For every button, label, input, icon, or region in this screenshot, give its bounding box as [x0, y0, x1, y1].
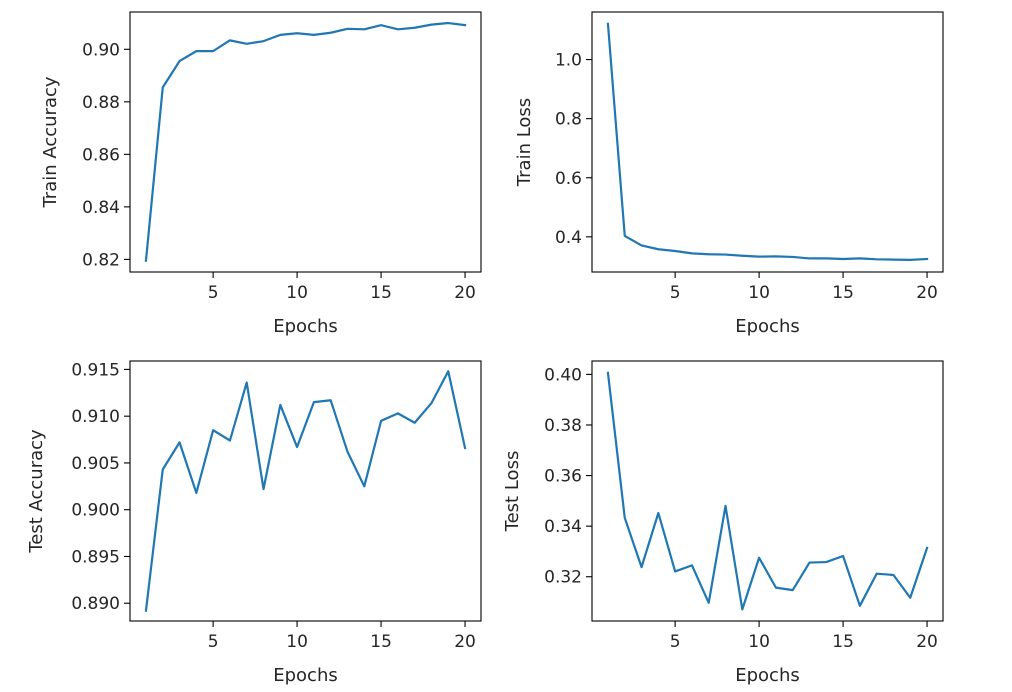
y-axis-label: Test Accuracy [26, 429, 47, 554]
y-tick-label: 0.32 [544, 568, 582, 588]
series-line [144, 370, 467, 612]
y-tick-label: 1.0 [555, 51, 582, 71]
x-tick-label: 15 [370, 632, 392, 652]
axes-frame [129, 11, 482, 273]
x-axis-label: Epochs [273, 665, 338, 686]
y-tick-label: 0.915 [71, 360, 120, 380]
x-tick-label: 15 [370, 283, 392, 303]
x-tick-label: 20 [916, 632, 938, 652]
y-axis-label: Train Accuracy [40, 76, 61, 208]
x-tick-label: 10 [748, 283, 770, 303]
x-tick-label: 10 [748, 632, 770, 652]
chart-train-loss: 5 10 15 20 0.4 0.6 0.8 1.0 Epochs Train Loss [514, 11, 944, 337]
x-tick-label: 10 [286, 632, 308, 652]
x-tick-label: 5 [208, 632, 219, 652]
x-tick-label: 5 [208, 283, 219, 303]
axes-frame [591, 360, 944, 622]
axes-frame [591, 11, 944, 273]
axes-frame [129, 360, 482, 622]
y-axis-label: Test Loss [502, 451, 523, 533]
x-axis-label: Epochs [735, 316, 800, 337]
y-tick-label: 0.40 [544, 365, 582, 385]
y-tick-label: 0.4 [555, 228, 582, 248]
y-tick-label: 0.8 [555, 110, 582, 130]
x-tick-label: 15 [832, 283, 854, 303]
y-tick-label: 0.6 [555, 169, 582, 189]
series-line [606, 371, 929, 611]
chart-test-accuracy: 5 10 15 20 0.890 0.895 0.900 0.905 0.910 0.915 Epo… [26, 360, 482, 686]
y-tick-label: 0.88 [82, 93, 120, 113]
x-tick-label: 20 [454, 283, 476, 303]
y-tick-label: 0.84 [82, 198, 120, 218]
x-tick-label: 20 [916, 283, 938, 303]
x-tick-label: 20 [454, 632, 476, 652]
x-tick-label: 5 [670, 283, 681, 303]
x-axis-label: Epochs [273, 316, 338, 337]
y-axis-label: Train Loss [514, 98, 535, 187]
y-tick-label: 0.86 [82, 145, 120, 165]
x-tick-label: 15 [832, 632, 854, 652]
y-tick-label: 0.34 [544, 517, 582, 537]
y-tick-label: 0.36 [544, 467, 582, 487]
y-tick-label: 0.890 [71, 594, 120, 614]
y-tick-label: 0.900 [71, 501, 120, 521]
series-line [606, 22, 929, 261]
y-tick-label: 0.90 [82, 40, 120, 60]
chart-train-accuracy: 5 10 15 20 0.82 0.84 0.86 0.88 0.90 Epochs Train A… [40, 11, 482, 337]
series-line [144, 21, 467, 262]
x-axis-label: Epochs [735, 665, 800, 686]
chart-test-loss: 5 10 15 20 0.32 0.34 0.36 0.38 0.40 Epochs Test Lo… [502, 360, 944, 686]
y-tick-label: 0.82 [82, 250, 120, 270]
y-tick-label: 0.38 [544, 416, 582, 436]
x-tick-label: 5 [670, 632, 681, 652]
x-tick-label: 10 [286, 283, 308, 303]
y-tick-label: 0.905 [71, 454, 120, 474]
y-tick-label: 0.910 [71, 407, 120, 427]
y-tick-label: 0.895 [71, 547, 120, 567]
